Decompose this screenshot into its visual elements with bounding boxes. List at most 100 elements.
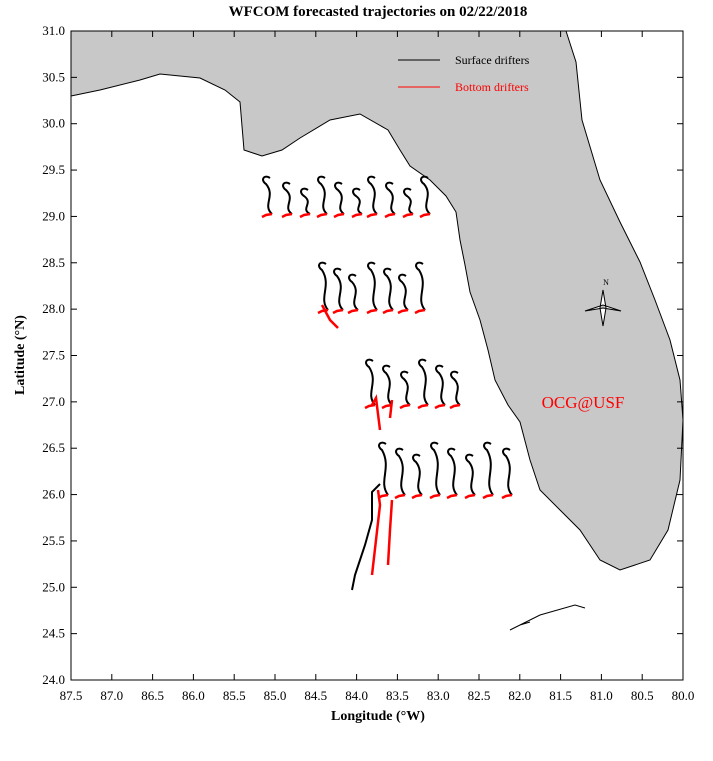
bottom-track bbox=[384, 212, 396, 219]
trajectories bbox=[261, 175, 513, 591]
x-tick-label: 86.5 bbox=[141, 688, 164, 703]
y-tick-label: 28.5 bbox=[42, 255, 65, 270]
bottom-track bbox=[429, 493, 441, 500]
x-tick-label: 87.5 bbox=[60, 688, 83, 703]
x-tick-label: 84.5 bbox=[304, 688, 327, 703]
compass: N bbox=[584, 278, 622, 327]
surface-track bbox=[502, 447, 513, 496]
x-tick-label: 87.0 bbox=[100, 688, 123, 703]
y-tick-label: 29.0 bbox=[42, 208, 65, 223]
bottom-track bbox=[464, 493, 476, 500]
y-tick-label: 29.5 bbox=[42, 162, 65, 177]
bottom-track bbox=[501, 493, 513, 500]
y-tick-label: 30.0 bbox=[42, 116, 65, 131]
y-tick-label: 28.0 bbox=[42, 301, 65, 316]
x-tick-label: 84.0 bbox=[345, 688, 368, 703]
surface-track bbox=[317, 175, 328, 215]
surface-track bbox=[367, 175, 378, 215]
x-tick-label: 85.5 bbox=[223, 688, 246, 703]
bottom-track bbox=[446, 493, 458, 500]
bottom-track bbox=[381, 403, 393, 410]
legend-label: Surface drifters bbox=[455, 53, 530, 67]
surface-track bbox=[367, 261, 378, 311]
surface-track bbox=[378, 441, 389, 496]
y-tick-label: 27.5 bbox=[42, 348, 65, 363]
bottom-track bbox=[366, 212, 378, 219]
x-tick-label: 82.5 bbox=[468, 688, 491, 703]
bottom-track bbox=[370, 394, 394, 431]
surface-track bbox=[334, 181, 345, 215]
annotation: OCG@USF bbox=[542, 393, 625, 412]
bottom-track bbox=[482, 493, 494, 500]
surface-track bbox=[450, 370, 461, 406]
surface-track bbox=[415, 261, 426, 311]
surface-track bbox=[395, 447, 406, 496]
x-axis-label: Longitude (°W) bbox=[331, 709, 425, 724]
surface-track bbox=[300, 187, 311, 215]
bottom-track bbox=[299, 212, 311, 219]
bottom-track bbox=[351, 212, 363, 219]
bottom-track bbox=[417, 403, 429, 410]
y-tick-label: 27.0 bbox=[42, 394, 65, 409]
surface-track bbox=[403, 187, 414, 215]
surface-track bbox=[318, 261, 329, 311]
surface-track bbox=[333, 267, 344, 311]
surface-track bbox=[385, 181, 396, 215]
surface-track bbox=[412, 453, 423, 496]
surface-track bbox=[418, 358, 429, 406]
bottom-track bbox=[414, 308, 426, 315]
y-tick-label: 30.5 bbox=[42, 69, 65, 84]
surface-track bbox=[400, 370, 411, 406]
y-tick-label: 24.0 bbox=[42, 672, 65, 687]
y-tick-label: 25.0 bbox=[42, 579, 65, 594]
compass-label: N bbox=[603, 278, 609, 287]
surface-track bbox=[282, 181, 293, 215]
bottom-track bbox=[394, 493, 406, 500]
bottom-track bbox=[411, 493, 423, 500]
surface-track bbox=[365, 358, 376, 406]
y-axis-label: Latitude (°N) bbox=[13, 315, 28, 395]
x-tick-label: 82.0 bbox=[508, 688, 531, 703]
x-tick-label: 83.0 bbox=[427, 688, 450, 703]
y-tick-label: 31.0 bbox=[42, 23, 65, 38]
x-tick-label: 80.0 bbox=[672, 688, 695, 703]
x-tick-label: 85.0 bbox=[264, 688, 287, 703]
surface-track bbox=[483, 441, 494, 496]
surface-track bbox=[383, 267, 394, 311]
bottom-track bbox=[320, 304, 394, 576]
y-tick-label: 26.0 bbox=[42, 487, 65, 502]
bottom-track bbox=[347, 308, 359, 315]
surface-track bbox=[382, 364, 393, 406]
surface-track bbox=[447, 447, 458, 496]
surface-track bbox=[430, 441, 441, 496]
surface-track bbox=[398, 273, 409, 311]
bottom-track bbox=[419, 212, 431, 219]
bottom-track bbox=[382, 308, 394, 315]
title: WFCOM forecasted trajectories on 02/22/2… bbox=[229, 4, 528, 20]
x-tick-label: 81.5 bbox=[549, 688, 572, 703]
bottom-track bbox=[261, 212, 273, 219]
bottom-track bbox=[333, 212, 345, 219]
bottom-track bbox=[316, 212, 328, 219]
bottom-track bbox=[402, 212, 414, 219]
y-tick-label: 24.5 bbox=[42, 626, 65, 641]
bottom-track bbox=[281, 212, 293, 219]
legend-label: Bottom drifters bbox=[455, 80, 529, 94]
land bbox=[70, 30, 684, 571]
x-tick-label: 81.0 bbox=[590, 688, 613, 703]
surface-track bbox=[262, 175, 273, 215]
y-tick-label: 26.5 bbox=[42, 440, 65, 455]
x-tick-label: 86.0 bbox=[182, 688, 205, 703]
surface-track bbox=[348, 273, 359, 311]
keys bbox=[509, 604, 586, 631]
bottom-track bbox=[366, 308, 378, 315]
bottom-track bbox=[332, 308, 344, 315]
y-tick-label: 25.5 bbox=[42, 533, 65, 548]
x-tick-label: 80.5 bbox=[631, 688, 654, 703]
bottom-track bbox=[399, 403, 411, 410]
x-tick-label: 83.5 bbox=[386, 688, 409, 703]
bottom-track bbox=[449, 403, 461, 410]
surface-track bbox=[351, 483, 381, 591]
bottom-track bbox=[434, 403, 446, 410]
